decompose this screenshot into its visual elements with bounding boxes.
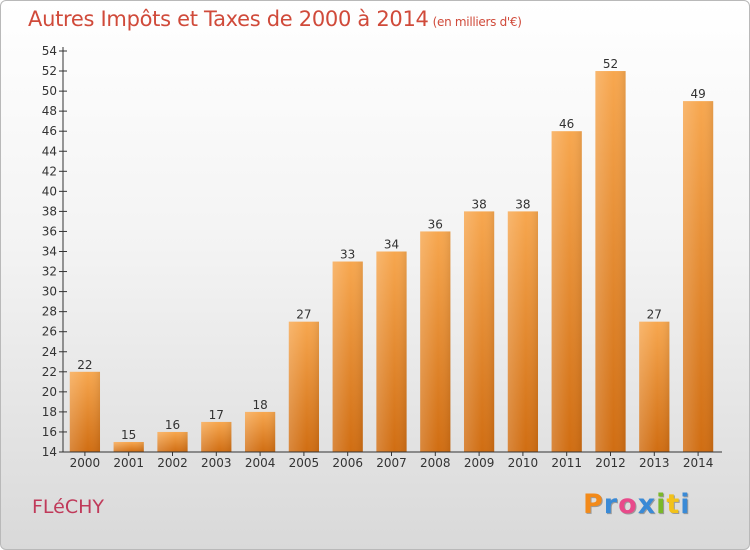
- y-tick-label-16: 16: [42, 425, 57, 439]
- data-label-2003: 17: [209, 408, 224, 422]
- data-label-2005: 27: [296, 308, 311, 322]
- y-tick-label-46: 46: [42, 124, 57, 138]
- data-label-2009: 38: [471, 197, 486, 211]
- y-tick-label-18: 18: [42, 405, 57, 419]
- x-tick-label-2000: 2000: [70, 456, 101, 470]
- data-label-2007: 34: [384, 238, 399, 252]
- bar-shade-2002: [157, 431, 188, 452]
- y-tick-label-42: 42: [42, 164, 57, 178]
- y-tick-label-48: 48: [42, 104, 57, 118]
- x-tick-label-2004: 2004: [245, 456, 276, 470]
- y-tick-label-52: 52: [42, 64, 57, 78]
- proxiti-logo: Proxiti: [583, 489, 691, 520]
- logo-letter: o: [618, 489, 638, 520]
- x-tick-label-2005: 2005: [289, 456, 320, 470]
- y-tick-label-30: 30: [42, 285, 57, 299]
- logo-letter: i: [656, 489, 667, 520]
- bar-shade-2003: [201, 421, 232, 452]
- data-label-2004: 18: [252, 398, 267, 412]
- bar-shade-2011: [551, 131, 582, 452]
- y-tick-label-36: 36: [42, 224, 57, 238]
- logo-letter: i: [680, 489, 691, 520]
- logo-letter: P: [583, 489, 604, 520]
- data-label-2002: 16: [165, 418, 180, 432]
- logo-letter: t: [666, 489, 681, 520]
- y-tick-label-24: 24: [42, 345, 57, 359]
- x-tick-label-2001: 2001: [113, 456, 144, 470]
- y-tick-label-38: 38: [42, 204, 57, 218]
- x-tick-label-2006: 2006: [332, 456, 363, 470]
- x-tick-label-2010: 2010: [508, 456, 539, 470]
- data-label-2010: 38: [515, 197, 530, 211]
- data-label-2012: 52: [603, 57, 618, 71]
- data-label-2001: 15: [121, 428, 136, 442]
- bar-shade-2009: [463, 211, 495, 452]
- y-tick-label-28: 28: [42, 305, 57, 319]
- bar-shade-2004: [244, 411, 276, 452]
- chart-title-text: Autres Impôts et Taxes de 2000 à 2014: [28, 7, 429, 31]
- logo-letter: r: [603, 489, 619, 520]
- town-name: FLéCHY: [32, 496, 105, 518]
- y-tick-label-14: 14: [42, 445, 57, 459]
- x-tick-label-2007: 2007: [376, 456, 407, 470]
- bar-shade-2000: [69, 371, 101, 452]
- bar-shade-2006: [332, 261, 363, 452]
- bar-shade-2008: [420, 231, 451, 452]
- y-tick-label-32: 32: [42, 265, 57, 279]
- x-tick-label-2008: 2008: [420, 456, 451, 470]
- bar-shade-2014: [682, 101, 714, 452]
- x-tick-label-2003: 2003: [201, 456, 232, 470]
- bar-shade-2005: [288, 321, 320, 452]
- data-label-2006: 33: [340, 248, 355, 262]
- bar-shade-2012: [595, 71, 626, 453]
- data-label-2014: 49: [690, 87, 705, 101]
- x-tick-label-2012: 2012: [595, 456, 626, 470]
- data-label-2011: 46: [559, 117, 574, 131]
- x-tick-label-2014: 2014: [683, 456, 714, 470]
- y-tick-label-40: 40: [42, 184, 57, 198]
- bar-shade-2013: [639, 321, 670, 452]
- y-tick-label-50: 50: [42, 84, 57, 98]
- chart-title: Autres Impôts et Taxes de 2000 à 2014 (en…: [28, 7, 522, 31]
- data-label-2008: 36: [428, 217, 443, 231]
- chart-unit: (en milliers d'€): [432, 15, 522, 29]
- x-tick-label-2002: 2002: [157, 456, 188, 470]
- data-label-2013: 27: [647, 308, 662, 322]
- bar-shade-2001: [113, 441, 144, 452]
- x-tick-label-2009: 2009: [464, 456, 495, 470]
- y-tick-label-44: 44: [42, 144, 57, 158]
- bar-shade-2010: [507, 211, 539, 452]
- logo-letter: x: [637, 489, 657, 520]
- x-tick-label-2011: 2011: [551, 456, 582, 470]
- x-tick-label-2013: 2013: [639, 456, 670, 470]
- y-tick-label-34: 34: [42, 245, 57, 259]
- bar-shade-2007: [376, 251, 407, 452]
- y-tick-label-22: 22: [42, 365, 57, 379]
- y-tick-label-26: 26: [42, 325, 57, 339]
- y-tick-label-54: 54: [42, 44, 57, 58]
- data-label-2000: 22: [77, 358, 92, 372]
- y-tick-label-20: 20: [42, 385, 57, 399]
